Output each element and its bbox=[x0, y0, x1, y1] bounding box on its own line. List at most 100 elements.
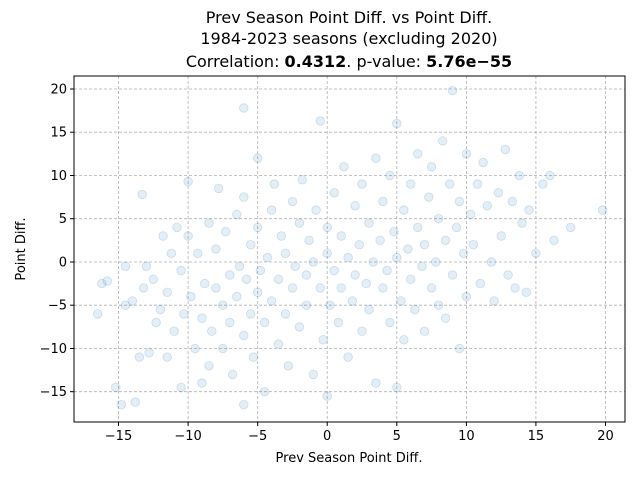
scatter-point bbox=[538, 179, 548, 189]
scatter-point bbox=[148, 274, 159, 285]
scatter-point bbox=[239, 330, 249, 341]
scatter-point bbox=[445, 179, 455, 189]
scatter-point bbox=[97, 278, 107, 289]
p-value: 5.76e−55 bbox=[426, 52, 512, 71]
scatter-point bbox=[447, 85, 458, 96]
scatter-point bbox=[239, 192, 249, 202]
scatter-point bbox=[273, 274, 284, 285]
scatter-point bbox=[489, 296, 499, 306]
scatter-point bbox=[336, 283, 346, 293]
scatter-point bbox=[440, 235, 451, 246]
scatter-point bbox=[357, 179, 367, 189]
scatter-point bbox=[134, 352, 145, 362]
scatter-point bbox=[413, 222, 423, 233]
scatter-point bbox=[294, 322, 305, 332]
x-tick-label: 10 bbox=[458, 429, 475, 444]
scatter-point bbox=[406, 179, 416, 189]
scatter-point bbox=[475, 278, 486, 289]
scatter-point bbox=[454, 196, 465, 207]
x-axis-ticks: −15 −10 −5 0 5 10 15 20 bbox=[105, 422, 614, 444]
scatter-point bbox=[155, 304, 166, 315]
correlation-prefix: Correlation: bbox=[186, 52, 285, 71]
y-tick-label: −15 bbox=[40, 385, 67, 400]
scatter-point bbox=[375, 235, 385, 246]
scatter-point bbox=[197, 378, 207, 388]
scatter-point bbox=[127, 296, 138, 306]
scatter-point bbox=[162, 287, 172, 298]
scatter-point bbox=[318, 335, 328, 345]
scatter-point bbox=[322, 391, 332, 401]
scatter-point bbox=[211, 283, 221, 293]
scatter-point bbox=[176, 265, 186, 276]
scatter-point bbox=[280, 309, 291, 319]
scatter-point bbox=[419, 239, 430, 250]
scatter-point bbox=[311, 205, 321, 215]
scatter-point bbox=[120, 261, 131, 272]
scatter-point bbox=[399, 335, 409, 345]
scatter-point bbox=[392, 382, 402, 393]
scatter-point bbox=[266, 205, 277, 215]
scatter-point bbox=[392, 252, 402, 263]
scatter-point bbox=[361, 278, 371, 289]
scatter-point bbox=[172, 222, 182, 233]
scatter-point bbox=[410, 304, 420, 315]
scatter-point bbox=[431, 257, 441, 267]
scatter-point bbox=[451, 222, 462, 233]
scatter-point bbox=[304, 235, 314, 246]
scatter-point bbox=[350, 201, 360, 211]
y-tick-label: 15 bbox=[50, 126, 67, 141]
scatter-point bbox=[186, 291, 196, 302]
scatter-point bbox=[478, 157, 488, 168]
scatter-point bbox=[259, 317, 270, 328]
grid-lines bbox=[74, 76, 625, 422]
y-tick-label: 0 bbox=[59, 256, 67, 271]
scatter-point bbox=[166, 248, 177, 259]
scatter-point bbox=[245, 309, 256, 319]
y-tick-label: 10 bbox=[50, 169, 67, 184]
scatter-point bbox=[248, 352, 259, 362]
scatter-point bbox=[322, 222, 332, 233]
scatter-point bbox=[385, 170, 395, 181]
scatter-point bbox=[151, 317, 161, 328]
scatter-point bbox=[158, 231, 168, 241]
scatter-point bbox=[545, 170, 555, 181]
scatter-point bbox=[239, 103, 249, 113]
y-tick-label: 5 bbox=[59, 212, 67, 227]
y-tick-label: −10 bbox=[40, 342, 67, 357]
scatter-point bbox=[493, 188, 504, 198]
scatter-point bbox=[339, 162, 349, 172]
y-axis-label: Point Diff. bbox=[14, 217, 29, 280]
scatter-point bbox=[232, 209, 242, 220]
axes-frame bbox=[73, 75, 626, 423]
scatter-point bbox=[521, 287, 531, 298]
scatter-point bbox=[273, 339, 284, 349]
scatter-point bbox=[239, 400, 249, 410]
scatter-point bbox=[347, 296, 358, 306]
scatter-point bbox=[354, 239, 364, 250]
scatter-point bbox=[141, 261, 152, 272]
scatter-point bbox=[204, 218, 214, 228]
scatter-point bbox=[207, 326, 217, 336]
scatter-point bbox=[234, 261, 245, 272]
x-tick-label: 20 bbox=[597, 429, 614, 444]
scatter-point bbox=[308, 369, 319, 380]
scatter-point bbox=[227, 369, 238, 380]
scatter-point bbox=[531, 248, 541, 259]
x-axis-label: Prev Season Point Diff. bbox=[276, 451, 423, 466]
scatter-point bbox=[598, 205, 608, 215]
scatter-point bbox=[461, 291, 472, 302]
scatter-point bbox=[197, 313, 207, 323]
scatter-point bbox=[116, 400, 127, 410]
scatter-point bbox=[343, 352, 353, 362]
scatter-point bbox=[269, 179, 280, 189]
scatter-point bbox=[329, 265, 339, 276]
scatter-point bbox=[144, 348, 154, 358]
scatter-point bbox=[245, 239, 256, 250]
scatter-point bbox=[262, 252, 273, 263]
scatter-point bbox=[413, 149, 423, 159]
scatter-point bbox=[297, 175, 307, 185]
scatter-point bbox=[259, 387, 270, 397]
scatter-point bbox=[130, 397, 140, 407]
scatter-point bbox=[424, 192, 434, 202]
